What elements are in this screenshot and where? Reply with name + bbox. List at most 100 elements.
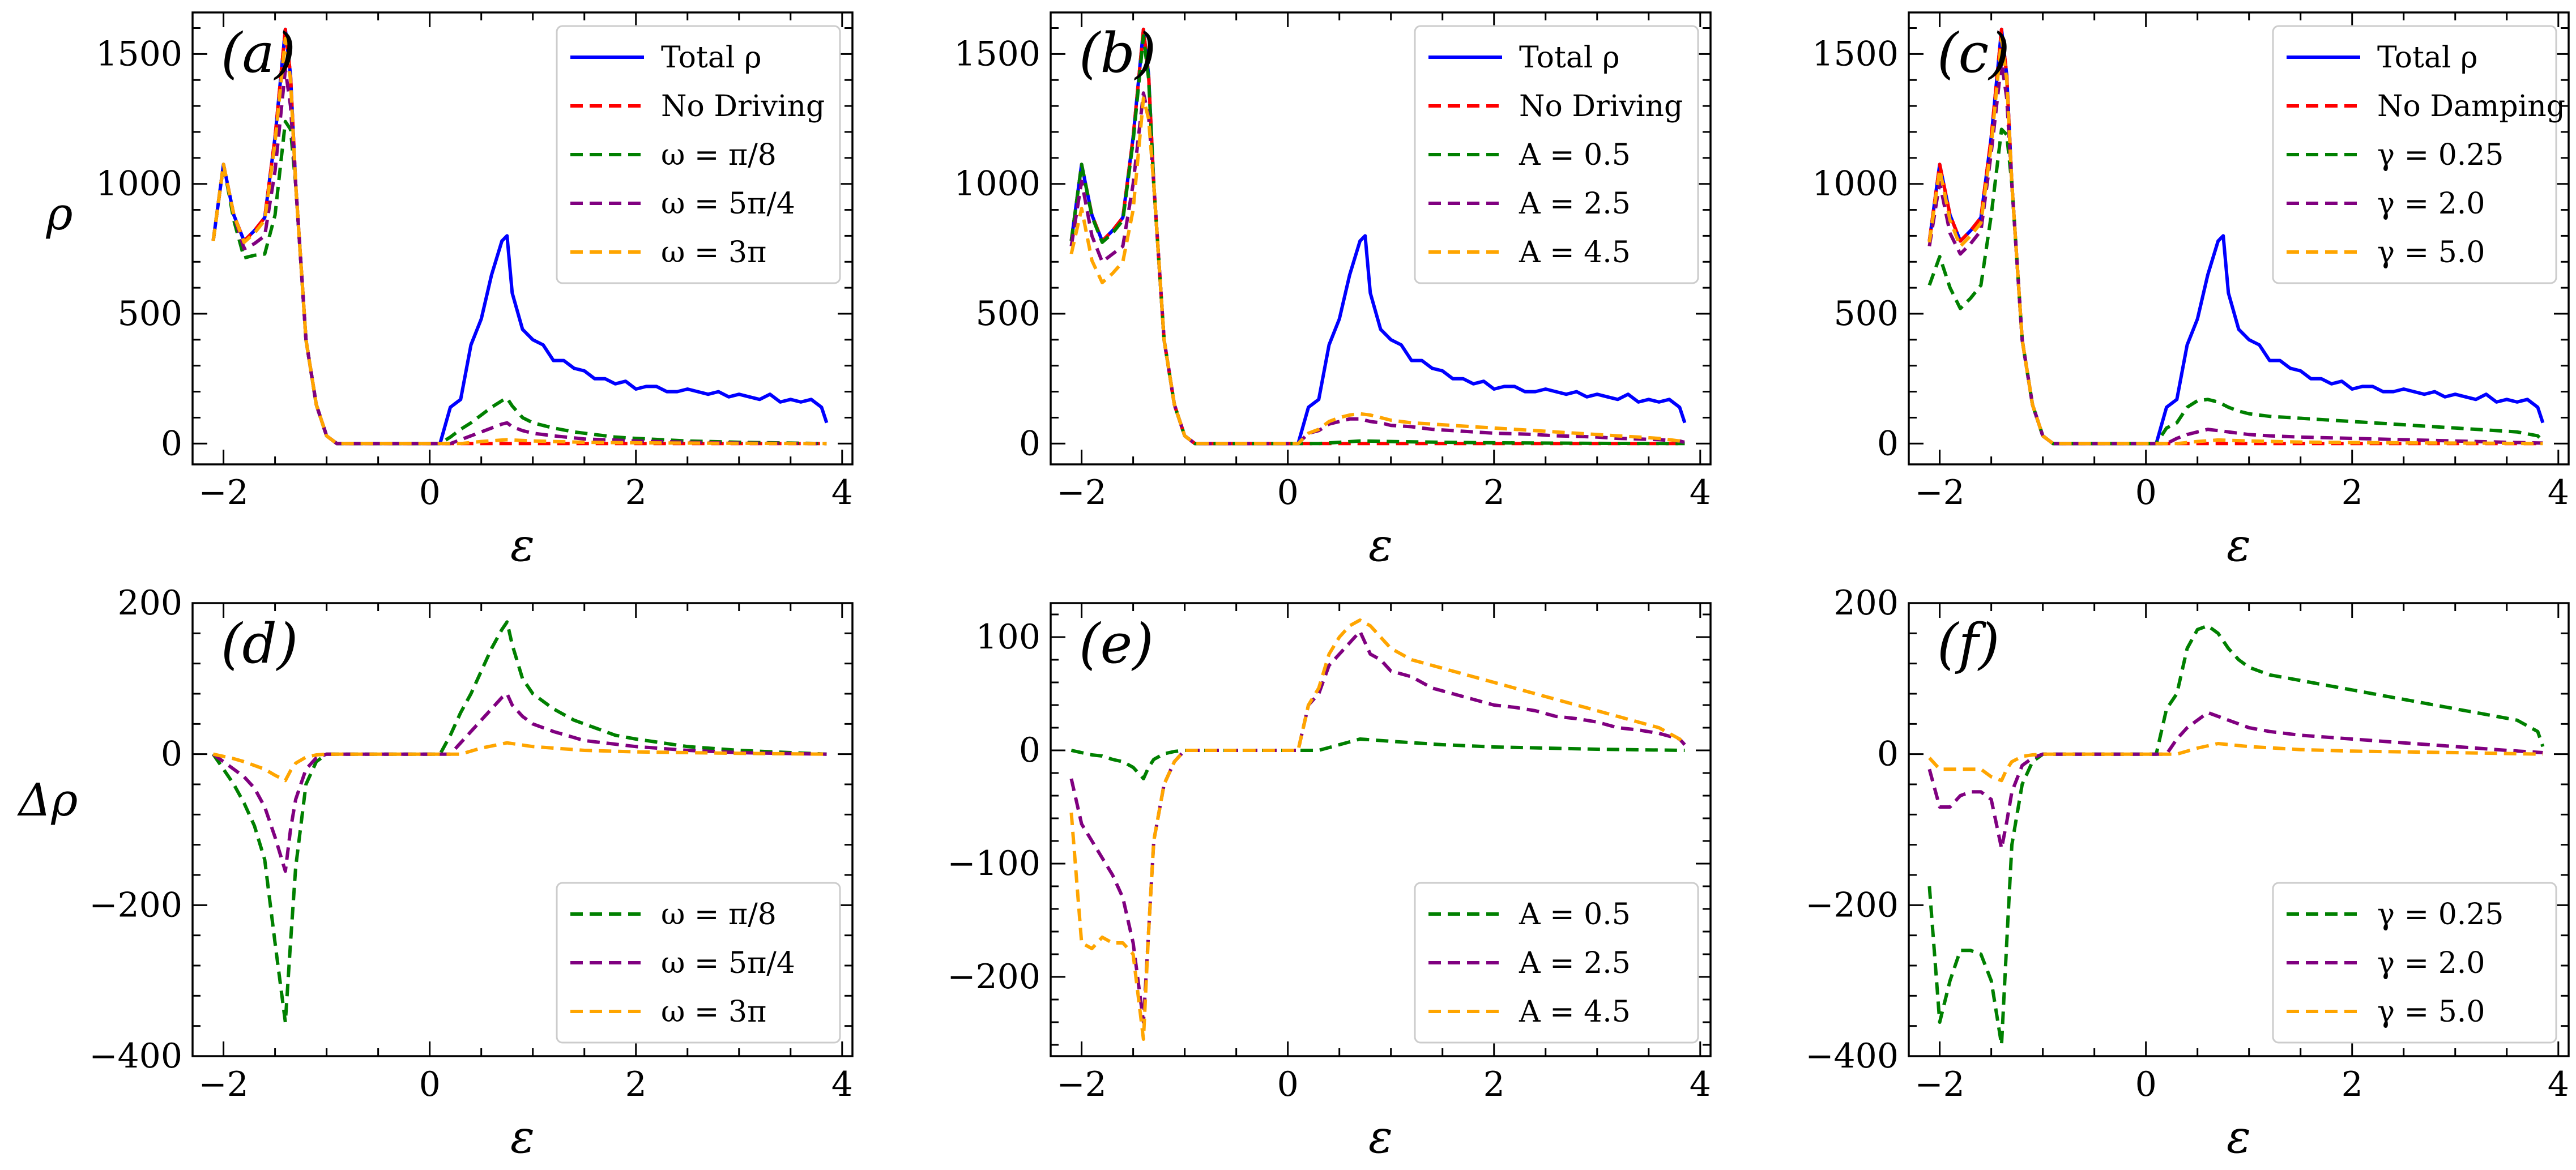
legend-box — [556, 25, 841, 284]
legend-label: A = 4.5 — [1519, 995, 1631, 1029]
legend-label: γ = 5.0 — [2377, 236, 2485, 270]
legend-label: A = 0.5 — [1519, 898, 1631, 932]
series-line-4 — [1927, 36, 2543, 446]
y-tick-label: 200 — [1833, 583, 1899, 623]
panel-tag: (e) — [1079, 612, 1154, 676]
series-line-0 — [1071, 737, 1685, 780]
series-line-3 — [1069, 91, 1686, 446]
y-tick-label: −200 — [1805, 885, 1899, 925]
legend: γ = 0.25 γ = 2.0 γ = 5.0 — [2272, 882, 2557, 1044]
y-tick-label: 0 — [161, 424, 182, 463]
legend-label: No Driving — [661, 89, 825, 123]
legend-label: No Driving — [1519, 89, 1683, 123]
y-tick-label: 1500 — [96, 34, 182, 74]
y-tick-label: −200 — [89, 885, 182, 925]
y-tick-label: 1000 — [96, 164, 182, 204]
series-group — [1927, 624, 2545, 1047]
legend-box — [2272, 25, 2557, 284]
panel-a: −2 0 2 4 0 500 1000 1500 ε ρ (a) Total ρ No Driving ω… — [45, 11, 854, 571]
legend: Total ρ No Driving ω = π/8 ω = 5π/4 ω = 3π — [556, 25, 841, 284]
legend-label: Total ρ — [2377, 41, 2478, 75]
series-line-1 — [1927, 27, 2543, 446]
legend-label: γ = 2.0 — [2377, 187, 2485, 221]
series-line-0 — [211, 620, 827, 1024]
legend-label: γ = 0.25 — [2377, 138, 2504, 172]
series-line-1 — [212, 692, 827, 873]
y-axis-label: Δρ — [17, 774, 78, 826]
plot-frame — [1908, 602, 2570, 1057]
series-group — [211, 27, 829, 446]
series-line-2 — [1927, 127, 2544, 446]
legend-box — [1414, 882, 1699, 1044]
x-tick-label: 2 — [2342, 473, 2363, 513]
series-line-1 — [1069, 630, 1686, 1024]
series-line-4 — [211, 36, 827, 446]
legend: Total ρ No Driving A = 0.5 A = 2.5 A = 4.5 — [1414, 25, 1699, 284]
series-line-3 — [211, 67, 827, 446]
legend: ω = π/8 ω = 5π/4 ω = 3π — [556, 882, 841, 1044]
x-tick-label: 4 — [2548, 1065, 2569, 1104]
plot-frame — [1050, 11, 1712, 466]
y-axis-label: ρ — [45, 187, 72, 240]
series-line-2 — [1069, 34, 1685, 446]
legend-box — [556, 882, 841, 1044]
x-tick-label: 4 — [831, 1065, 853, 1104]
legend-label: A = 2.5 — [1519, 946, 1631, 980]
plot-frame — [191, 11, 854, 466]
x-tick-label: 2 — [625, 1065, 647, 1104]
panel-tag: (f) — [1937, 612, 1999, 676]
y-tick-label: 1500 — [954, 34, 1040, 74]
x-axis-label: ε — [510, 519, 535, 571]
series-group — [1069, 618, 1686, 1041]
legend-label: ω = 3π — [661, 995, 766, 1029]
series-line-2 — [211, 119, 827, 446]
series-line-2 — [1928, 742, 2543, 783]
y-tick-label: 0 — [1019, 424, 1040, 463]
y-tick-label: 0 — [1877, 424, 1899, 463]
legend-label: ω = π/8 — [661, 138, 777, 172]
series-group — [1927, 27, 2545, 446]
x-tick-label: −2 — [1914, 1065, 1964, 1104]
x-tick-label: 2 — [1483, 1065, 1505, 1104]
y-tick-label: 100 — [975, 617, 1040, 657]
panel-b: −2 0 2 4 0 500 1000 1500 ε (b) Total ρ No Driving A … — [954, 11, 1712, 571]
x-tick-label: 2 — [2342, 1065, 2363, 1104]
series-line-2 — [1069, 618, 1686, 1041]
legend: A = 0.5 A = 2.5 A = 4.5 — [1414, 882, 1699, 1044]
x-axis-label: ε — [2227, 1111, 2251, 1163]
x-tick-label: −2 — [1056, 473, 1106, 513]
legend-label: A = 4.5 — [1519, 236, 1631, 270]
legend-box — [2272, 882, 2557, 1044]
x-tick-label: −2 — [198, 1065, 248, 1104]
x-tick-label: 0 — [2135, 1065, 2157, 1104]
x-tick-label: 4 — [1690, 473, 1711, 513]
panel-tag: (b) — [1079, 22, 1156, 85]
panel-tag: (c) — [1937, 22, 2010, 85]
panel-tag: (d) — [221, 612, 298, 676]
panel-tag: (a) — [221, 22, 296, 85]
legend-label: γ = 2.0 — [2377, 946, 2485, 980]
legend-label: γ = 5.0 — [2377, 995, 2485, 1029]
x-tick-label: 4 — [2548, 473, 2569, 513]
legend: Total ρ No Damping γ = 0.25 γ = 2.0 γ = 5.0 — [2272, 25, 2565, 284]
x-tick-label: 0 — [1277, 473, 1299, 513]
series-line-4 — [1069, 96, 1686, 446]
legend-label: A = 0.5 — [1519, 138, 1631, 172]
legend-label: γ = 0.25 — [2377, 898, 2504, 932]
y-tick-label: 0 — [1877, 735, 1899, 774]
legend-label: ω = π/8 — [661, 898, 777, 932]
y-tick-label: 1500 — [1812, 34, 1899, 74]
x-axis-label: ε — [1368, 1111, 1393, 1163]
series-line-0 — [1927, 624, 2545, 1047]
y-tick-label: −400 — [1805, 1036, 1899, 1076]
x-tick-label: 0 — [1277, 1065, 1299, 1104]
legend-label: Total ρ — [661, 41, 762, 75]
legend-label: ω = 5π/4 — [661, 187, 795, 221]
plot-frame — [1908, 11, 2570, 466]
y-tick-label: 1000 — [1812, 164, 1899, 204]
x-axis-label: ε — [2227, 519, 2251, 571]
x-axis-label: ε — [1368, 519, 1393, 571]
x-tick-label: 0 — [419, 473, 441, 513]
